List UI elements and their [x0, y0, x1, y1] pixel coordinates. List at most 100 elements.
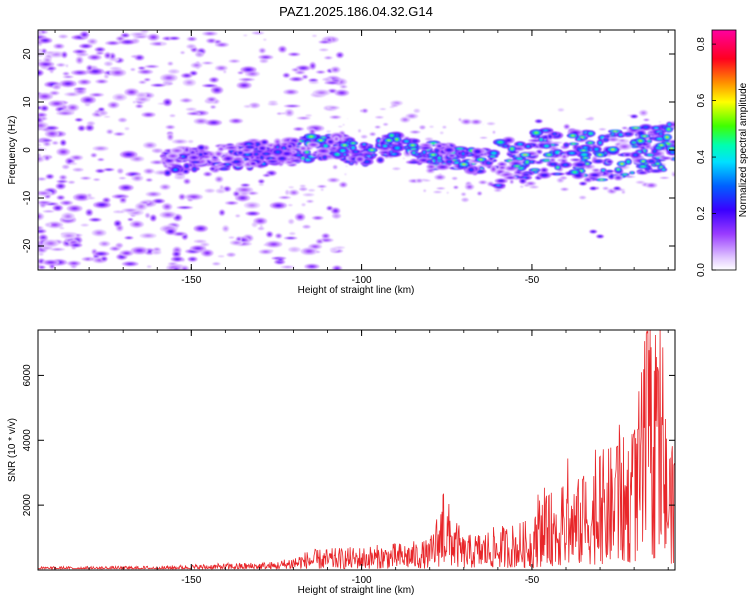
signal-blob — [423, 151, 425, 154]
signal-blob — [447, 149, 451, 151]
noise-blob — [483, 155, 487, 157]
noise-blob — [324, 235, 327, 237]
signal-blob — [372, 154, 375, 156]
noise-blob — [139, 94, 144, 96]
noise-blob — [238, 238, 240, 241]
noise-blob — [278, 261, 281, 263]
noise-blob — [166, 38, 169, 39]
noise-blob — [330, 82, 335, 84]
signal-blob — [576, 174, 580, 177]
noise-blob — [178, 233, 181, 235]
noise-blob — [226, 188, 228, 190]
noise-blob — [218, 178, 220, 180]
noise-blob — [72, 262, 76, 264]
noise-blob — [334, 69, 337, 71]
noise-blob — [67, 76, 70, 78]
signal-blob — [498, 141, 502, 143]
noise-blob — [313, 245, 317, 248]
signal-blob — [262, 163, 265, 165]
noise-blob — [78, 88, 82, 90]
noise-blob — [289, 204, 292, 206]
signal-blob — [578, 164, 582, 166]
noise-blob — [45, 247, 49, 249]
noise-blob — [292, 191, 295, 194]
noise-blob — [59, 197, 62, 199]
noise-blob — [80, 54, 85, 55]
noise-blob — [260, 228, 263, 230]
noise-blob — [43, 95, 47, 98]
noise-blob — [100, 159, 102, 160]
noise-blob — [192, 113, 196, 115]
noise-blob — [289, 91, 293, 93]
noise-blob — [455, 187, 457, 188]
noise-blob — [112, 104, 115, 106]
noise-blob — [279, 259, 282, 261]
signal-blob — [642, 160, 645, 162]
signal-blob — [248, 146, 252, 148]
noise-blob — [60, 181, 64, 182]
noise-blob — [99, 253, 103, 255]
noise-blob — [150, 66, 154, 67]
noise-blob — [290, 105, 294, 107]
noise-blob — [172, 70, 176, 73]
noise-blob — [191, 250, 195, 252]
noise-blob — [166, 101, 169, 104]
noise-blob — [239, 72, 242, 74]
noise-blob — [234, 120, 238, 122]
noise-blob — [63, 112, 67, 114]
noise-blob — [489, 183, 492, 185]
noise-blob — [138, 105, 141, 107]
signal-blob — [166, 172, 169, 174]
noise-blob — [146, 79, 148, 81]
noise-blob — [191, 258, 194, 260]
noise-blob — [63, 54, 66, 56]
signal-blob — [526, 161, 528, 163]
noise-blob — [138, 56, 141, 59]
noise-blob — [176, 258, 179, 260]
noise-blob — [447, 192, 449, 194]
noise-blob — [425, 180, 428, 181]
noise-blob — [38, 214, 41, 219]
noise-blob — [105, 116, 109, 118]
signal-blob — [424, 147, 428, 149]
noise-blob — [166, 205, 169, 208]
signal-blob — [620, 163, 624, 165]
noise-blob — [152, 217, 154, 219]
signal-blob — [255, 153, 257, 155]
noise-blob — [208, 85, 212, 87]
noise-blob — [83, 33, 86, 36]
signal-blob — [644, 126, 648, 128]
noise-blob — [146, 235, 150, 237]
signal-blob — [572, 143, 575, 145]
noise-blob — [562, 177, 565, 179]
noise-blob — [115, 71, 120, 74]
noise-blob — [270, 172, 273, 174]
noise-blob — [62, 142, 64, 144]
noise-blob — [38, 36, 41, 38]
noise-blob — [210, 40, 213, 42]
noise-blob — [96, 113, 99, 115]
noise-blob — [260, 225, 263, 227]
noise-blob — [168, 83, 171, 85]
noise-blob — [121, 119, 124, 121]
noise-blob — [212, 79, 215, 81]
noise-blob — [105, 199, 108, 201]
signal-blob — [261, 156, 263, 159]
signal-blob — [505, 174, 509, 176]
noise-blob — [312, 80, 315, 81]
noise-blob — [98, 52, 101, 54]
noise-blob — [310, 265, 314, 268]
signal-blob — [306, 151, 308, 153]
signal-blob — [535, 171, 537, 173]
signal-blob — [524, 174, 527, 176]
noise-blob — [43, 39, 47, 42]
noise-blob — [264, 39, 266, 41]
noise-blob — [156, 249, 158, 251]
noise-blob — [323, 41, 326, 43]
noise-blob — [148, 144, 152, 146]
noise-blob — [187, 81, 191, 84]
noise-blob — [345, 165, 348, 167]
signal-blob — [319, 153, 322, 155]
signal-blob — [639, 132, 642, 134]
signal-blob — [617, 177, 620, 179]
